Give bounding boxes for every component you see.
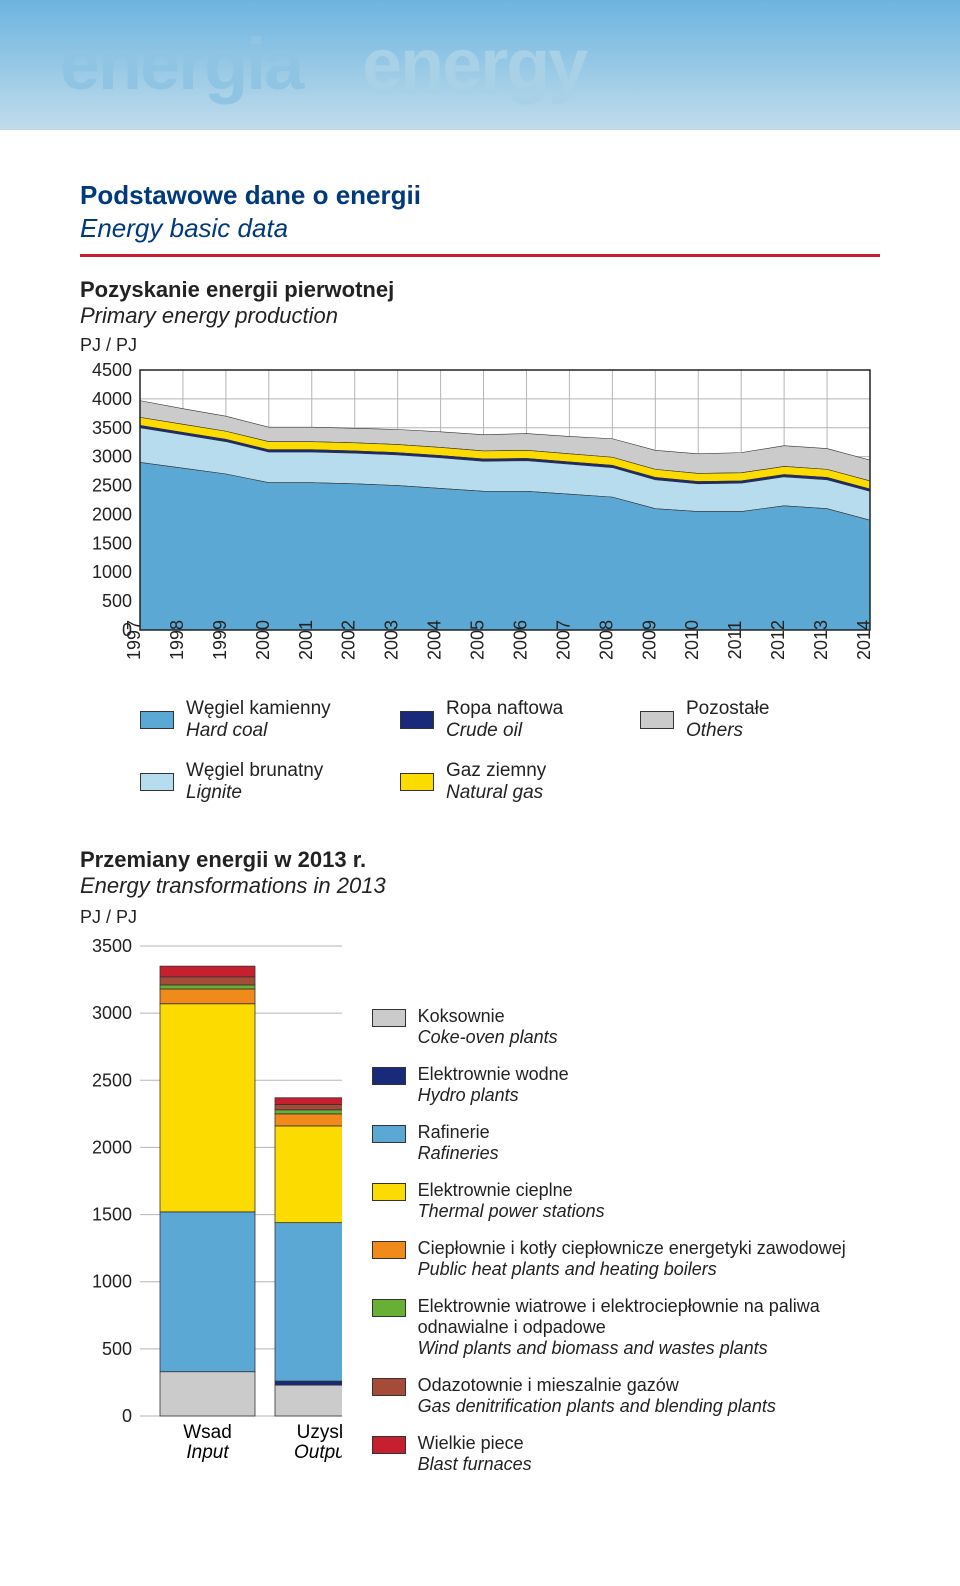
chart2-subtitle: Energy transformations in 2013 (80, 873, 880, 899)
svg-text:1997: 1997 (124, 620, 144, 660)
svg-text:2003: 2003 (382, 620, 402, 660)
svg-text:2500: 2500 (92, 476, 132, 496)
svg-text:2500: 2500 (92, 1071, 132, 1091)
legend-item: KoksownieCoke-oven plants (372, 1006, 880, 1048)
svg-text:2014: 2014 (854, 620, 874, 660)
section-subtitle: Energy basic data (80, 213, 880, 244)
svg-text:1998: 1998 (167, 620, 187, 660)
legend-item: Elektrownie wiatrowe i elektrociepłownie… (372, 1296, 880, 1359)
svg-text:2000: 2000 (253, 620, 273, 660)
legend-item: Gaz ziemnyNatural gas (400, 760, 640, 804)
svg-text:2008: 2008 (596, 620, 616, 660)
svg-text:3500: 3500 (92, 418, 132, 438)
svg-text:2000: 2000 (92, 504, 132, 524)
section-divider (80, 254, 880, 257)
banner-title-en: energy (362, 24, 586, 106)
chart2-svg: 0 500 1000 1500 2000 2500 3000 3500 WsadInput Uzy… (80, 936, 342, 1466)
legend-item: Elektrownie wodneHydro plants (372, 1064, 880, 1106)
legend-item: PozostałeOthers (640, 698, 840, 742)
svg-text:2007: 2007 (553, 620, 573, 660)
chart1-subtitle: Primary energy production (80, 303, 880, 329)
svg-text:1500: 1500 (92, 1205, 132, 1225)
svg-text:3000: 3000 (92, 447, 132, 467)
svg-text:0: 0 (122, 1406, 132, 1426)
svg-text:2011: 2011 (725, 621, 745, 660)
legend-item: Ciepłownie i kotły ciepłownicze energety… (372, 1238, 880, 1280)
svg-text:2000: 2000 (92, 1138, 132, 1158)
legend-item: Wielkie pieceBlast furnaces (372, 1433, 880, 1475)
svg-text:3500: 3500 (92, 936, 132, 956)
svg-text:2005: 2005 (468, 620, 488, 660)
chart1-unit: PJ / PJ (80, 335, 880, 356)
svg-text:Output: Output (294, 1442, 342, 1463)
svg-text:2001: 2001 (296, 620, 316, 660)
svg-text:Uzysk: Uzysk (297, 1422, 342, 1443)
svg-text:4500: 4500 (92, 360, 132, 380)
svg-text:2002: 2002 (339, 620, 359, 660)
chart2-legend: KoksownieCoke-oven plants Elektrownie wod… (372, 1006, 880, 1475)
svg-text:1500: 1500 (92, 533, 132, 553)
legend-item: Węgiel kamiennyHard coal (140, 698, 400, 742)
legend-item: Ropa naftowaCrude oil (400, 698, 640, 742)
header-banner: energia energy (0, 0, 960, 130)
chart1-legend: Węgiel kamiennyHard coalRopa naftowaCrud… (140, 698, 880, 803)
chart2-unit: PJ / PJ (80, 907, 880, 928)
chart1-title: Pozyskanie energii pierwotnej (80, 277, 880, 303)
chart1-area: 0500100015002000250030003500400045001997… (80, 360, 880, 680)
chart2-title: Przemiany energii w 2013 r. (80, 847, 880, 873)
svg-text:2006: 2006 (510, 620, 530, 660)
svg-text:3000: 3000 (92, 1004, 132, 1024)
legend-item: RafinerieRafineries (372, 1122, 880, 1164)
legend-item: Elektrownie cieplneThermal power station… (372, 1180, 880, 1222)
svg-text:500: 500 (102, 1339, 132, 1359)
svg-text:Input: Input (186, 1442, 229, 1463)
svg-text:1000: 1000 (92, 1272, 132, 1292)
svg-text:1999: 1999 (210, 620, 230, 660)
svg-text:1000: 1000 (92, 562, 132, 582)
svg-text:2013: 2013 (811, 620, 831, 660)
svg-text:500: 500 (102, 591, 132, 611)
chart1-svg: 0500100015002000250030003500400045001997… (80, 360, 880, 680)
svg-text:Wsad: Wsad (183, 1422, 232, 1443)
section-title: Podstawowe dane o energii (80, 180, 880, 211)
svg-text:2010: 2010 (682, 620, 702, 660)
svg-text:4000: 4000 (92, 389, 132, 409)
banner-title-pl: energia (60, 24, 302, 106)
svg-text:2012: 2012 (768, 620, 788, 660)
legend-item: Węgiel brunatnyLignite (140, 760, 400, 804)
svg-text:2009: 2009 (639, 620, 659, 660)
legend-item: Odazotownie i mieszalnie gazówGas denitr… (372, 1375, 880, 1417)
svg-text:2004: 2004 (425, 620, 445, 660)
